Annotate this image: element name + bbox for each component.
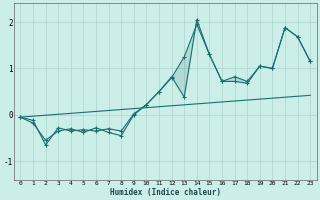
- X-axis label: Humidex (Indice chaleur): Humidex (Indice chaleur): [110, 188, 221, 197]
